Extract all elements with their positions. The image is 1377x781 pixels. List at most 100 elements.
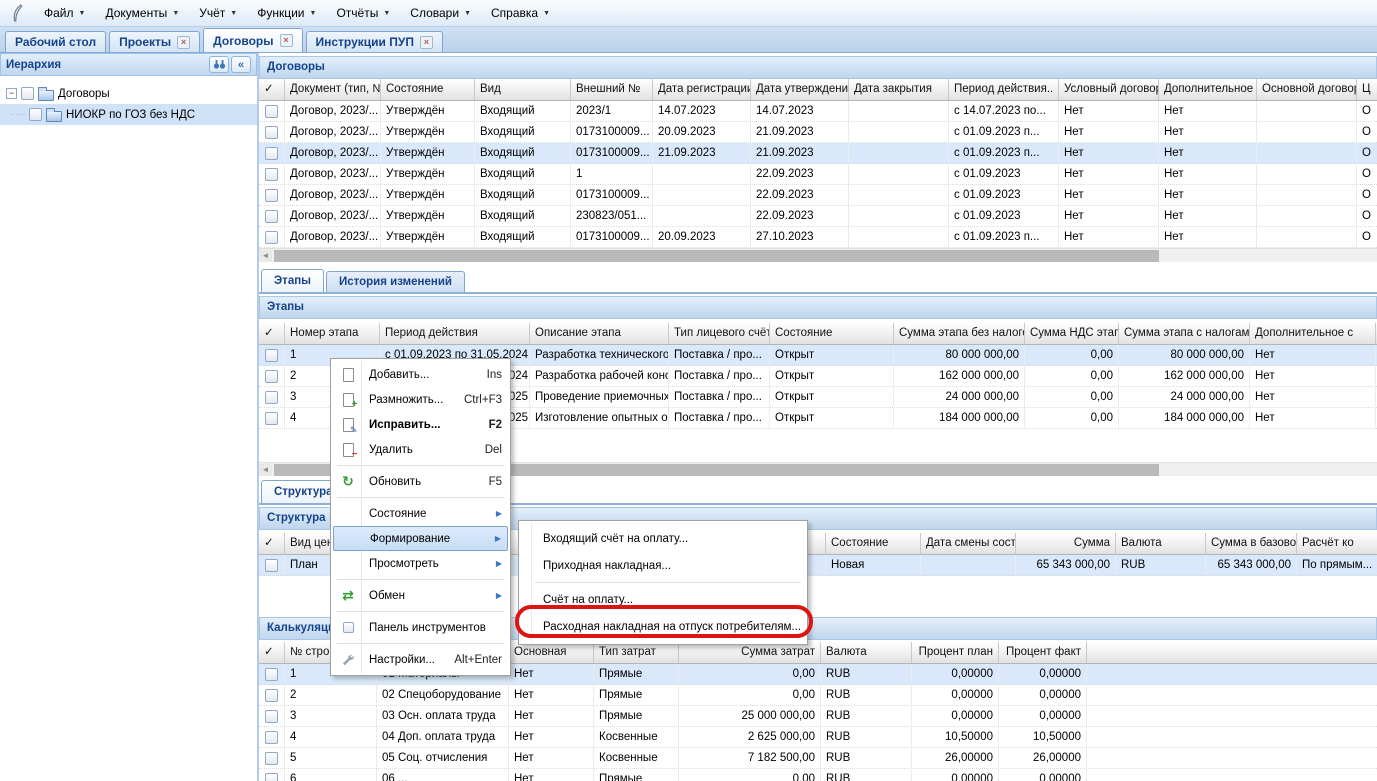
close-icon[interactable]: × (419, 35, 433, 49)
context-menu-item-10[interactable]: Настройки... Alt+Enter (333, 647, 508, 672)
column-header[interactable]: Основной договор (1257, 79, 1357, 100)
tab-3[interactable]: Инструкции ПУП × (305, 31, 443, 52)
scroll-left-icon[interactable]: ◄ (259, 250, 272, 262)
context-menu-item-3[interactable]: − Удалить Del (333, 437, 508, 462)
checkbox[interactable] (21, 87, 34, 100)
submenu-item-1[interactable]: Приходная накладная... (543, 559, 672, 572)
row-checkbox[interactable] (259, 227, 285, 247)
table-row[interactable]: 2 02 Спецоборудование Нет Прямые 0,00 RUB 0,00… (259, 685, 1377, 706)
table-row[interactable]: 3 03 Осн. оплата труда Нет Прямые 25 000 000… (259, 706, 1377, 727)
context-menu-item-0[interactable]: Добавить... Ins (333, 362, 508, 387)
row-checkbox[interactable] (259, 101, 285, 121)
column-header[interactable]: Период действия.. (949, 79, 1059, 100)
table-row[interactable]: 5 05 Соц. отчисления Нет Косвенные 7 182 500… (259, 748, 1377, 769)
menubar-item-6[interactable]: Справка ▼ (491, 6, 551, 20)
column-header[interactable]: Дополнительное с (1250, 323, 1376, 344)
row-checkbox[interactable] (259, 345, 285, 365)
column-header[interactable]: Валюта (821, 642, 912, 663)
scrollbar-thumb[interactable] (274, 250, 1159, 262)
column-header[interactable]: Вид (475, 79, 571, 100)
column-header[interactable]: Период действия (380, 323, 530, 344)
collapse-panel-icon[interactable]: « (231, 56, 251, 73)
context-menu-item-8[interactable]: ⇄ Обмен ▶ (342, 587, 502, 603)
scroll-left-icon[interactable]: ◄ (259, 464, 272, 476)
column-header[interactable]: Сумма (1016, 533, 1116, 554)
table-row[interactable]: Договор, 2023/... Утверждён Входящий 2023/1… (259, 101, 1377, 122)
menubar-item-5[interactable]: Словари ▼ (410, 6, 471, 20)
row-checkbox[interactable] (259, 185, 285, 205)
tree-item-dogovory[interactable]: − Договоры (0, 83, 257, 104)
row-checkbox[interactable] (259, 143, 285, 163)
column-header[interactable]: Ц (1357, 79, 1377, 100)
tab-1[interactable]: Проекты × (109, 31, 201, 52)
search-icon[interactable] (209, 56, 229, 73)
column-header[interactable]: ✓ (259, 79, 285, 100)
menubar-item-0[interactable]: Файл ▼ (44, 6, 86, 20)
row-checkbox[interactable] (259, 685, 285, 705)
close-icon[interactable]: × (279, 34, 293, 47)
menubar-item-2[interactable]: Учёт ▼ (199, 6, 238, 20)
column-header[interactable]: Состояние (826, 533, 921, 554)
column-header[interactable]: Дата закрытия (849, 79, 949, 100)
submenu-item-3[interactable]: Расходная накладная на отпуск потребител… (543, 620, 802, 633)
row-checkbox[interactable] (259, 387, 285, 407)
column-header[interactable]: Сумма в базовой в (1206, 533, 1297, 554)
tab-0[interactable]: Этапы (261, 269, 324, 292)
column-header[interactable]: Дата утверждения (751, 79, 849, 100)
column-header[interactable]: Документ (тип, № (285, 79, 381, 100)
column-header[interactable] (380, 533, 826, 554)
checkbox[interactable] (29, 108, 42, 121)
collapse-node-icon[interactable]: − (6, 88, 17, 99)
column-header[interactable]: Описание этапа (530, 323, 669, 344)
column-header[interactable]: Тип лицевого счёт (669, 323, 770, 344)
context-menu-item-1[interactable]: + Размножить... Ctrl+F3 (333, 387, 508, 412)
context-menu-item-7[interactable]: Просмотреть ▶ (369, 557, 502, 570)
row-checkbox[interactable] (259, 664, 285, 684)
column-header[interactable]: ✓ (259, 323, 285, 344)
table-row[interactable]: Договор, 2023/... Утверждён Входящий 1 22.09… (259, 164, 1377, 185)
menubar-item-4[interactable]: Отчёты ▼ (336, 6, 391, 20)
row-checkbox[interactable] (259, 164, 285, 184)
tab-0[interactable]: Рабочий стол (5, 31, 107, 52)
column-header[interactable]: Внешний № (571, 79, 653, 100)
column-header[interactable]: Условный договор (1059, 79, 1159, 100)
column-header[interactable]: Дополнительное с (1159, 79, 1257, 100)
column-header[interactable]: Дата смены состоя (921, 533, 1016, 554)
row-checkbox[interactable] (259, 366, 285, 386)
column-header[interactable]: Сумма этапа без налогов (894, 323, 1025, 344)
table-row[interactable]: Договор, 2023/... Утверждён Входящий 017310… (259, 122, 1377, 143)
table-row[interactable]: 3с 01.06.2024 по 31.05.2025Проведение пр… (259, 387, 1377, 408)
column-header[interactable]: Тип затрат (594, 642, 679, 663)
table-row[interactable]: 6 06 ... Нет Прямые 0,00 RUB 0,00000 0,00000 (259, 769, 1377, 781)
column-header[interactable]: Расчёт ко (1297, 533, 1377, 554)
column-header[interactable]: Состояние (770, 323, 894, 344)
column-header[interactable]: Сумма НДС этапа (1025, 323, 1119, 344)
column-header[interactable]: Сумма затрат (679, 642, 821, 663)
tree-item-niokr[interactable]: НИОКР по ГОЗ без НДС (0, 104, 257, 125)
row-checkbox[interactable] (259, 555, 285, 575)
row-checkbox[interactable] (259, 706, 285, 726)
table-row[interactable]: Договор, 2023/... Утверждён Входящий 017310… (259, 143, 1377, 164)
row-checkbox[interactable] (259, 748, 285, 768)
row-checkbox[interactable] (259, 727, 285, 747)
tab-0[interactable]: Структура (261, 480, 346, 503)
tab-2[interactable]: Договоры × (203, 28, 303, 52)
table-row[interactable]: Договор, 2023/... Утверждён Входящий 017310… (259, 185, 1377, 206)
column-header[interactable]: Процент факт (999, 642, 1087, 663)
context-menu-item-5[interactable]: Состояние ▶ (369, 507, 502, 520)
column-header[interactable]: Процент план (912, 642, 999, 663)
row-checkbox[interactable] (259, 122, 285, 142)
context-menu-item-4[interactable]: ↻ Обновить F5 (342, 473, 502, 489)
menubar-item-1[interactable]: Документы ▼ (105, 6, 180, 20)
column-header[interactable]: Дата регистрации. (653, 79, 751, 100)
column-header[interactable]: ✓ (259, 642, 285, 663)
context-menu-item-6[interactable]: Формирование ▶ (333, 526, 508, 551)
row-checkbox[interactable] (259, 206, 285, 226)
tab-1[interactable]: История изменений (325, 271, 465, 292)
close-icon[interactable]: × (177, 35, 191, 49)
table-row[interactable]: Договор, 2023/... Утверждён Входящий 230823… (259, 206, 1377, 227)
column-header[interactable]: Валюта (1116, 533, 1206, 554)
column-header[interactable]: ✓ (259, 533, 285, 554)
menubar-item-3[interactable]: Функции ▼ (257, 6, 317, 20)
